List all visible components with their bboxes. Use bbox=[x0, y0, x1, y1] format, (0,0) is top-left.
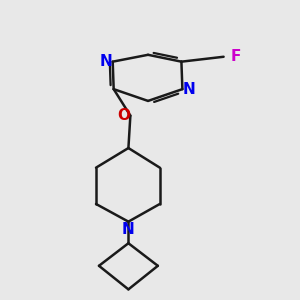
Text: F: F bbox=[231, 49, 241, 64]
Text: N: N bbox=[182, 82, 195, 97]
Text: N: N bbox=[122, 222, 135, 237]
Text: O: O bbox=[117, 108, 130, 123]
Text: N: N bbox=[100, 54, 113, 69]
